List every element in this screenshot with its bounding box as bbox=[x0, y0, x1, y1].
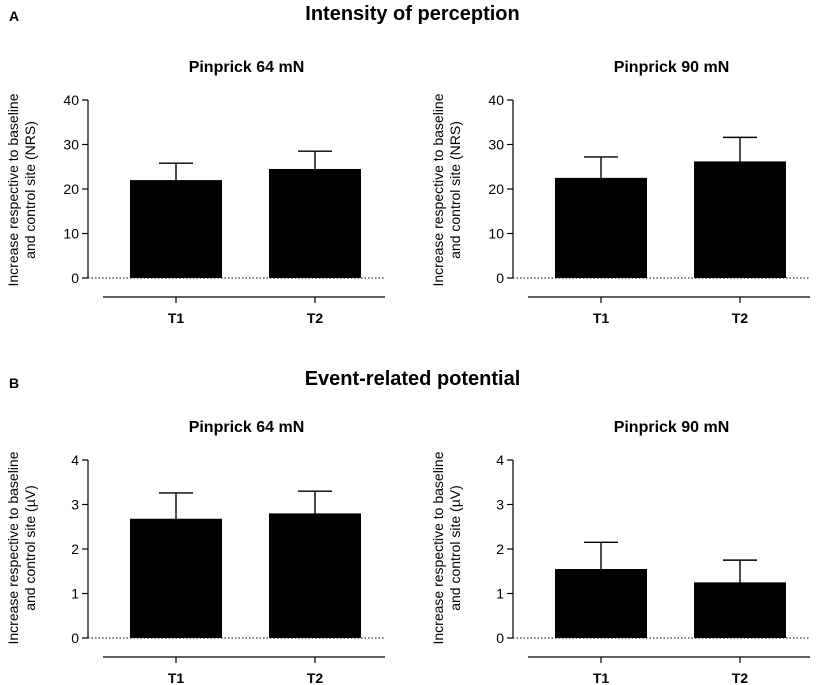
chart-title: Pinprick 64 mN bbox=[189, 419, 305, 436]
y-tick-label: 3 bbox=[496, 497, 504, 513]
y-axis-label-line2: and control site (µV) bbox=[447, 485, 463, 611]
y-axis-label-line1: Increase respective to baseline bbox=[430, 451, 446, 644]
y-tick-label: 0 bbox=[496, 270, 504, 286]
x-tick-label-t2: T2 bbox=[307, 310, 324, 326]
y-tick-label: 4 bbox=[71, 452, 79, 468]
y-tick-label: 2 bbox=[496, 541, 504, 557]
bar-t2 bbox=[269, 168, 361, 278]
chart-title: Pinprick 90 mN bbox=[614, 59, 730, 76]
y-axis-label-line2: and control site (NRS) bbox=[22, 121, 38, 259]
bar-t1 bbox=[130, 518, 222, 638]
chart-erp-64mn: Pinprick 64 mN Increase respective to bas… bbox=[5, 419, 385, 685]
y-axis-label-line1: Increase respective to baseline bbox=[430, 93, 446, 286]
chart-intensity-64mn: Pinprick 64 mN Increase respective to bas… bbox=[5, 59, 385, 326]
chart-title: Pinprick 90 mN bbox=[614, 419, 730, 436]
y-tick-label: 1 bbox=[71, 586, 79, 602]
chart-intensity-90mn: Pinprick 90 mN Increase respective to bas… bbox=[430, 59, 810, 326]
y-tick-label: 3 bbox=[71, 497, 79, 513]
bar-t1 bbox=[555, 177, 647, 278]
y-tick-label: 0 bbox=[71, 630, 79, 646]
y-tick-label: 10 bbox=[63, 226, 79, 242]
chart-erp-90mn: Pinprick 90 mN Increase respective to bas… bbox=[430, 419, 810, 685]
y-tick-label: 40 bbox=[488, 92, 504, 108]
y-tick-label: 20 bbox=[63, 181, 79, 197]
y-tick-label: 4 bbox=[496, 452, 504, 468]
bar-t1 bbox=[130, 180, 222, 278]
y-tick-label: 2 bbox=[71, 541, 79, 557]
bar-t2 bbox=[269, 513, 361, 638]
x-tick-label-t1: T1 bbox=[593, 310, 610, 326]
y-tick-label: 30 bbox=[63, 137, 79, 153]
panel-letter-b: B bbox=[9, 375, 20, 391]
y-tick-label: 10 bbox=[488, 226, 504, 242]
y-tick-label: 1 bbox=[496, 586, 504, 602]
x-tick-label-t1: T1 bbox=[168, 310, 185, 326]
y-tick-label: 40 bbox=[63, 92, 79, 108]
y-tick-label: 30 bbox=[488, 137, 504, 153]
x-tick-label-t2: T2 bbox=[732, 310, 749, 326]
panel-letter-a: A bbox=[9, 8, 20, 24]
section-title-intensity: Intensity of perception bbox=[305, 3, 520, 25]
y-axis-label-line2: and control site (µV) bbox=[22, 485, 38, 611]
bar-t1 bbox=[555, 569, 647, 638]
x-tick-label-t2: T2 bbox=[307, 670, 324, 685]
y-axis-label-line2: and control site (NRS) bbox=[447, 121, 463, 259]
x-tick-label-t2: T2 bbox=[732, 670, 749, 685]
y-axis-label-line1: Increase respective to baseline bbox=[5, 93, 21, 286]
x-tick-label-t1: T1 bbox=[593, 670, 610, 685]
chart-title: Pinprick 64 mN bbox=[189, 59, 305, 76]
section-title-erp: Event-related potential bbox=[304, 368, 521, 390]
y-tick-label: 0 bbox=[71, 270, 79, 286]
y-axis-label-line1: Increase respective to baseline bbox=[5, 451, 21, 644]
x-tick-label-t1: T1 bbox=[168, 670, 185, 685]
bar-t2 bbox=[694, 582, 786, 638]
bar-t2 bbox=[694, 161, 786, 278]
y-tick-label: 20 bbox=[488, 181, 504, 197]
y-tick-label: 0 bbox=[496, 630, 504, 646]
